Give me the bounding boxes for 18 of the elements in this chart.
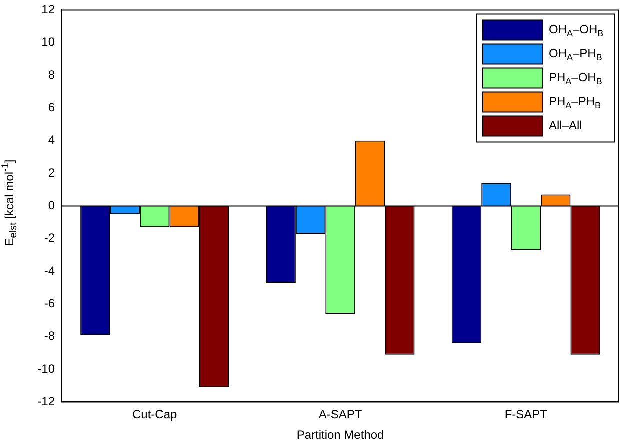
y-tick-label: 8 [48, 68, 56, 82]
x-axis-title: Partition Method [296, 428, 384, 442]
y-tick-label: -8 [44, 329, 56, 344]
x-tick-label: A-SAPT [318, 408, 363, 422]
y-tick-label: -12 [38, 394, 56, 409]
y-tick-label: 0 [48, 198, 56, 213]
y-tick-label: -2 [44, 231, 56, 246]
y-tick-label: 2 [48, 166, 56, 180]
y-tick-label: 4 [48, 133, 56, 148]
y-tick-label: 10 [42, 35, 56, 50]
x-tick-label: Cut-Cap [132, 408, 178, 422]
legend-label: All–All [549, 118, 582, 133]
x-tick-label: F-SAPT [504, 408, 548, 422]
y-tick-label: -10 [38, 362, 56, 376]
y-tick-label: 6 [48, 100, 56, 115]
y-tick-label: -4 [44, 264, 56, 278]
y-tick-label: -6 [44, 296, 56, 311]
y-tick-label: 12 [42, 2, 56, 17]
